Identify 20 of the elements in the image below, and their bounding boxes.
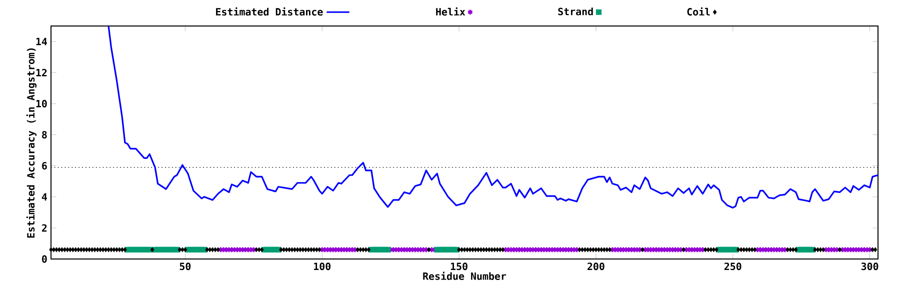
y-axis-title: Estimated Accuracy (in Angstrom) xyxy=(26,48,37,238)
legend-label: Coil xyxy=(687,7,710,16)
x-tick-label: 200 xyxy=(588,262,604,270)
legend-label: Strand xyxy=(558,8,593,16)
y-tick-label: 2 xyxy=(42,224,47,232)
x-tick-label: 100 xyxy=(314,262,330,270)
x-tick-label: 300 xyxy=(861,262,878,270)
y-tick-label: 14 xyxy=(36,38,47,46)
x-axis-title: Residue Number xyxy=(423,272,506,280)
y-tick-label: 4 xyxy=(42,193,47,200)
y-tick-label: 6 xyxy=(42,162,47,170)
y-tick-label: 10 xyxy=(36,100,47,108)
y-tick-label: 12 xyxy=(36,68,47,76)
y-tick-label: 0 xyxy=(42,255,47,263)
x-tick-label: 150 xyxy=(450,262,468,270)
y-tick-label: 8 xyxy=(42,130,47,139)
legend-label: Helix xyxy=(436,7,466,16)
x-tick-label: 250 xyxy=(724,262,742,270)
legend-label: Estimated Distance xyxy=(216,7,323,16)
x-tick-label: 50 xyxy=(180,262,191,270)
